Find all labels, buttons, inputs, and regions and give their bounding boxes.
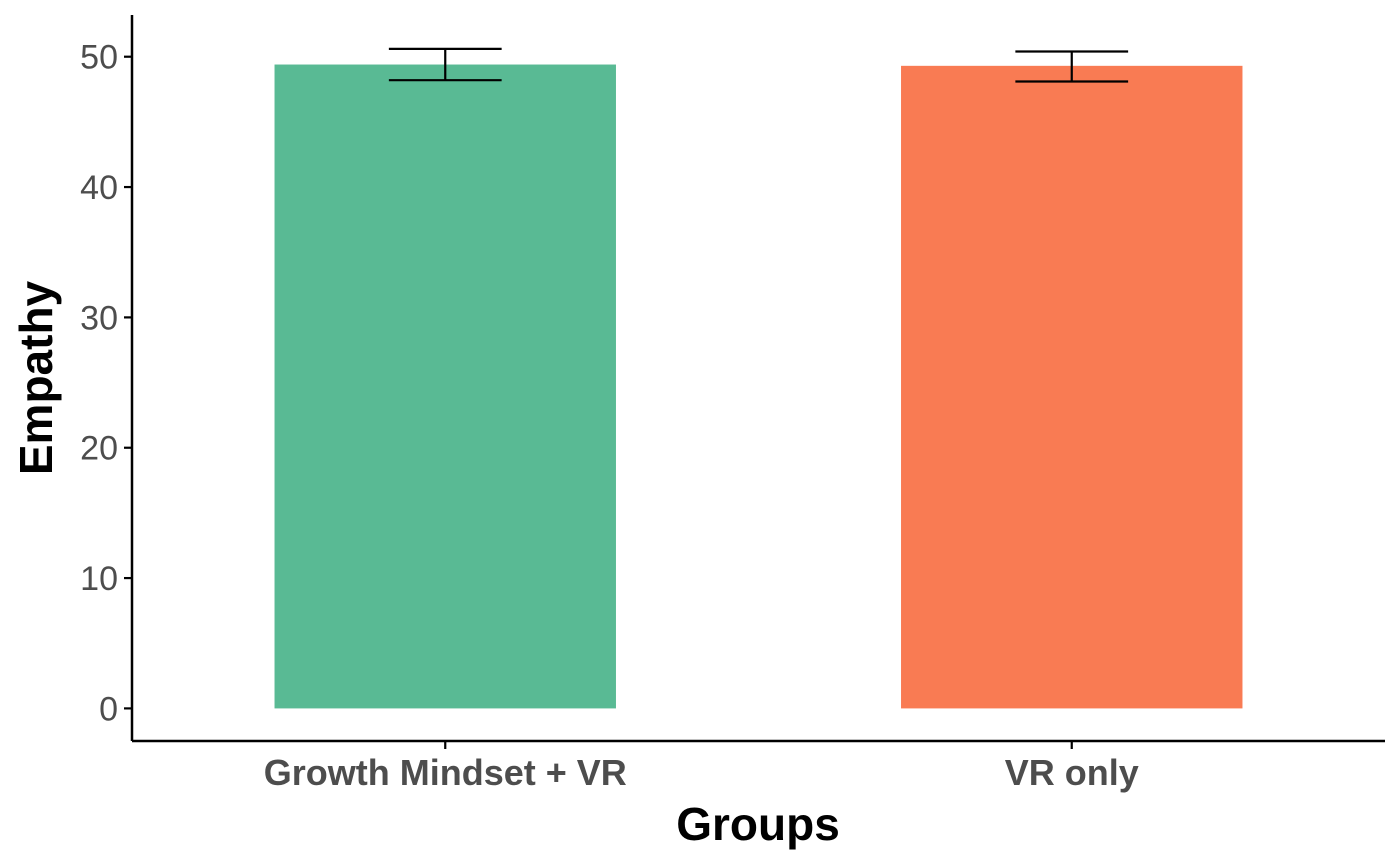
y-tick-label: 20 bbox=[80, 430, 118, 468]
y-axis-title: Empathy bbox=[10, 280, 62, 475]
error-bar-1 bbox=[1015, 50, 1129, 83]
error-bars-layer bbox=[388, 47, 1129, 83]
y-tick-label: 50 bbox=[80, 39, 118, 77]
x-tick-label: Growth Mindset + VR bbox=[264, 752, 627, 793]
x-tick-label: VR only bbox=[1005, 752, 1139, 793]
x-axis-ticks: Growth Mindset + VR VR only bbox=[264, 741, 1139, 793]
bar-0 bbox=[274, 64, 616, 709]
x-axis-title: Groups bbox=[676, 798, 840, 850]
y-tick-label: 0 bbox=[99, 690, 118, 728]
bars-layer bbox=[274, 64, 1243, 709]
y-axis-ticks: 0 10 20 30 40 50 bbox=[80, 39, 132, 728]
bar-1 bbox=[901, 65, 1243, 709]
y-tick-label: 40 bbox=[80, 169, 118, 207]
y-tick-label: 10 bbox=[80, 560, 118, 598]
error-bar-0 bbox=[388, 47, 502, 82]
y-tick-label: 30 bbox=[80, 299, 118, 337]
